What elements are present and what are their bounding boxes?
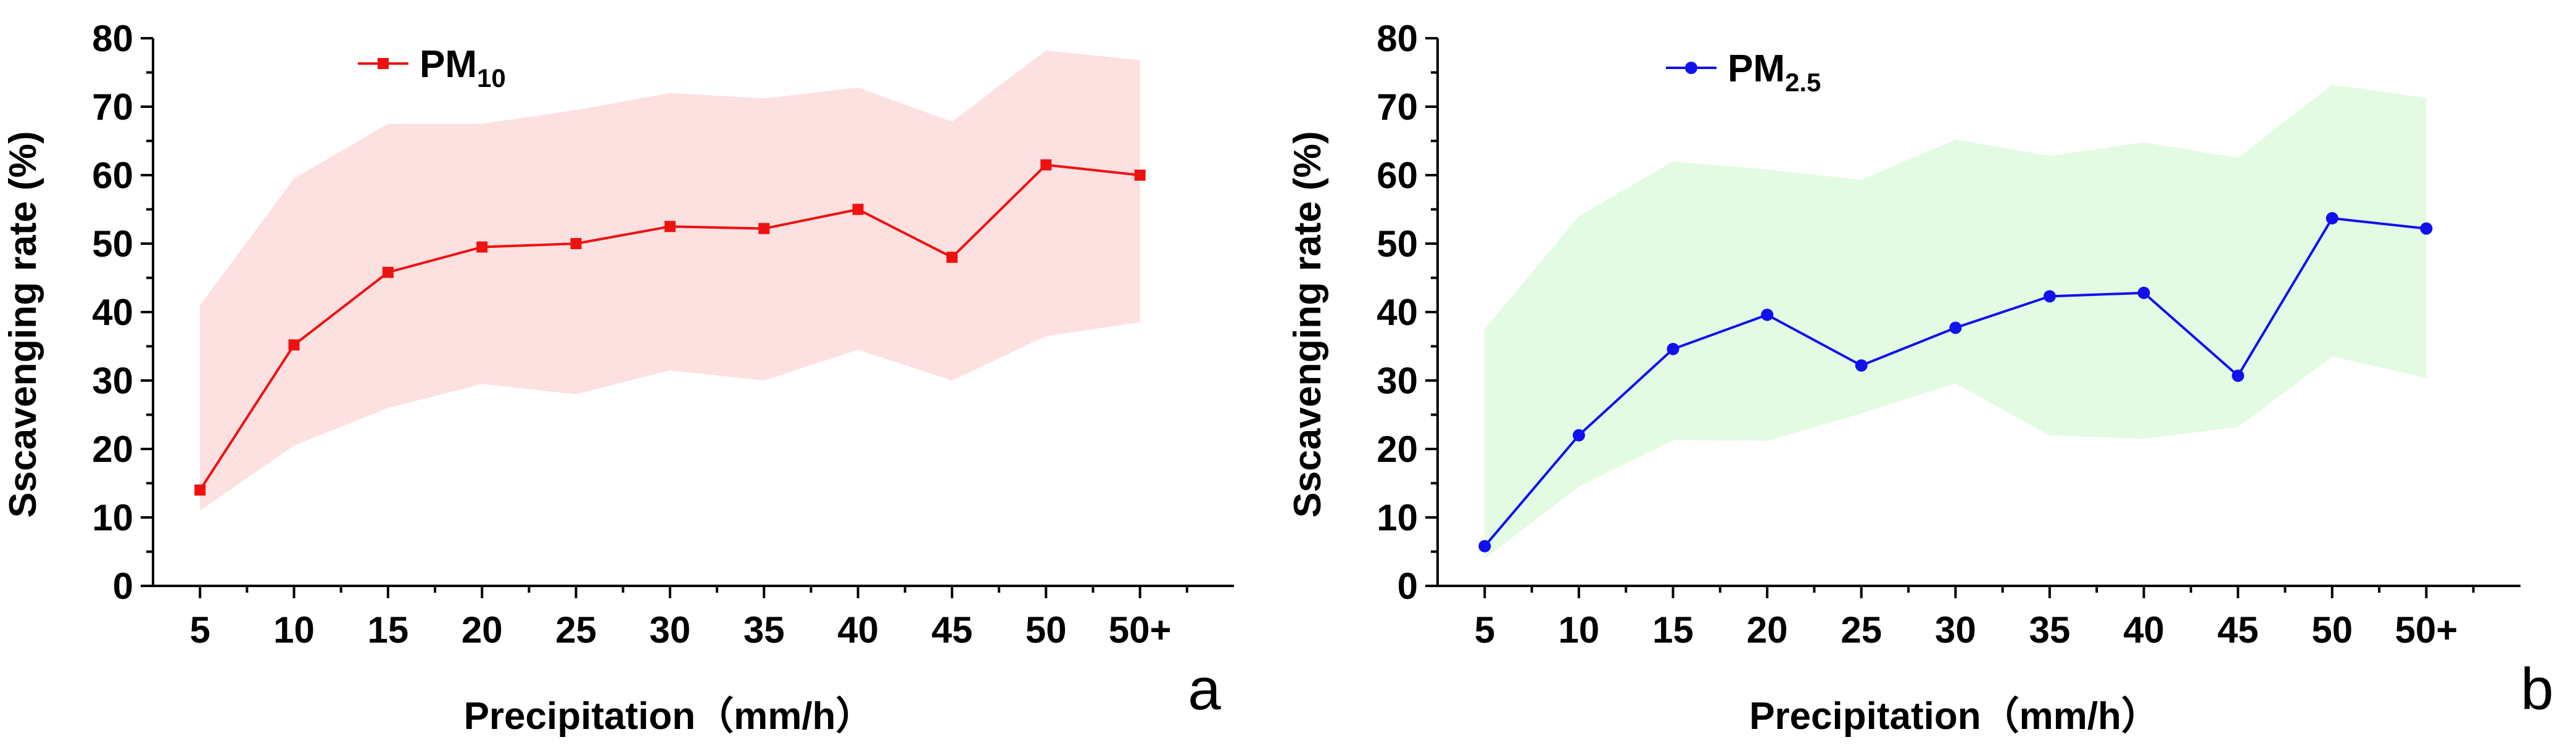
data-point (1134, 170, 1146, 181)
y-tick-label: 30 (1377, 360, 1418, 401)
data-point (758, 223, 770, 234)
x-tick-label: 50+ (2395, 609, 2458, 651)
y-axis-title: Sscavenging rate (%) (2, 131, 44, 517)
data-point (1761, 308, 1774, 321)
x-tick-label: 25 (1841, 609, 1882, 651)
data-point (1855, 359, 1868, 372)
x-tick-label: 30 (650, 609, 691, 651)
x-tick-label: 50 (1025, 609, 1067, 651)
y-tick-label: 80 (1377, 18, 1418, 59)
chart-panel-b: 0 10 20 30 40 50 60 70 80 5 10 15 20 25 30 35 40 45 50 50+ P… (1286, 18, 2554, 738)
y-tick-label: 0 (1398, 566, 1418, 607)
legend-swatch-marker (1685, 62, 1697, 74)
data-point (2325, 212, 2338, 224)
x-tick-label: 35 (743, 609, 785, 651)
data-point (1949, 321, 1962, 334)
y-tick-label: 70 (92, 86, 133, 128)
x-tick-label: 45 (2218, 609, 2259, 651)
x-tick-label: 15 (367, 609, 408, 651)
y-tick-label: 60 (1377, 155, 1418, 196)
x-tick-label: 10 (273, 609, 315, 651)
y-tick-label: 30 (92, 360, 133, 401)
y-tick-label: 0 (113, 566, 133, 607)
y-tick-label: 10 (92, 497, 133, 538)
x-tick-label: 25 (555, 609, 597, 651)
data-point (194, 484, 206, 496)
y-tick-label: 50 (92, 223, 133, 265)
x-tick-label: 20 (462, 609, 503, 651)
y-tick-label: 80 (92, 18, 133, 59)
data-point (1040, 159, 1052, 171)
y-tick-label: 40 (92, 292, 133, 333)
panel-label: b (2520, 656, 2553, 722)
y-tick-label: 10 (1377, 497, 1418, 538)
data-point (288, 339, 300, 351)
x-tick-label: 35 (2029, 609, 2071, 651)
x-tick-label: 50 (2311, 609, 2353, 651)
x-tick-label: 20 (1747, 609, 1788, 651)
y-tick-label: 20 (92, 429, 133, 470)
data-point (1572, 429, 1585, 442)
data-point (1478, 540, 1491, 553)
data-point (476, 241, 488, 253)
data-point (2043, 290, 2056, 303)
y-tick-label: 40 (1377, 292, 1418, 333)
chart-panel-a: 0 10 20 30 40 50 60 70 80 5 10 15 20 25 30 35 40 45 50 50+ P… (2, 18, 1234, 738)
x-tick-label: 5 (189, 609, 210, 651)
x-tick-label: 40 (837, 609, 879, 651)
x-tick-label: 30 (1935, 609, 1976, 651)
range-band (200, 50, 1140, 511)
x-tick-label: 40 (2123, 609, 2164, 651)
x-tick-label: 5 (1475, 609, 1495, 651)
x-tick-label: 45 (932, 609, 973, 651)
x-tick-label: 10 (1559, 609, 1600, 651)
y-tick-label: 60 (92, 155, 133, 196)
x-axis-title: Precipitation（mm/h） (1749, 694, 2160, 738)
x-tick-label: 50+ (1109, 609, 1172, 651)
x-tick-label: 15 (1652, 609, 1694, 651)
y-tick-label: 50 (1377, 223, 1418, 265)
y-axis-title: Sscavenging rate (%) (1286, 131, 1329, 517)
y-tick-label: 20 (1377, 429, 1418, 470)
data-point (946, 252, 958, 263)
panel-label: a (1188, 656, 1221, 722)
data-point (664, 221, 676, 233)
data-point (1667, 342, 1679, 355)
legend-swatch-marker (378, 58, 389, 69)
data-point (2232, 369, 2245, 382)
legend-label: PM2.5 (1728, 47, 1821, 97)
data-point (852, 204, 864, 215)
y-tick-label: 70 (1377, 86, 1418, 128)
x-axis-title: Precipitation（mm/h） (464, 694, 874, 738)
data-point (570, 238, 582, 249)
data-point (382, 266, 394, 278)
data-point (2420, 222, 2433, 235)
data-point (2137, 286, 2150, 299)
legend-label: PM10 (420, 43, 506, 93)
